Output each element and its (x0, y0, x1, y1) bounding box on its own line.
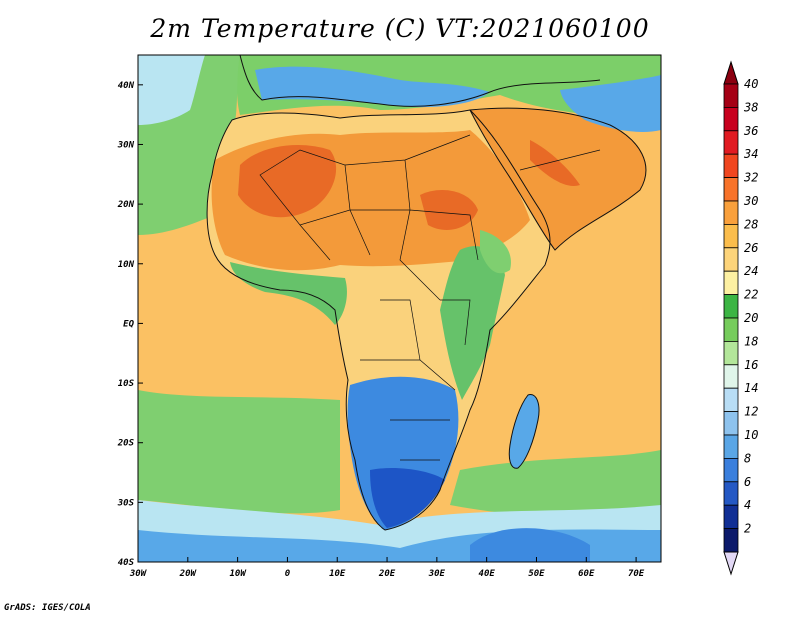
north-atlantic-cold (138, 55, 205, 125)
colorbar-label: 28 (744, 217, 758, 231)
ethiopia-highlands (480, 230, 511, 274)
southern-africa-coldest (370, 468, 445, 528)
colorbar-label: 30 (743, 194, 758, 208)
colorbar-label: 16 (744, 358, 758, 372)
colorbar-label: 36 (743, 124, 758, 138)
lat-tick-label: 40N (118, 81, 135, 91)
colorbar: 40 38 36 34 32 30 28 26 24 22 20 18 16 14 12 10 8 6 4 2 (723, 60, 758, 576)
colorbar-swatch (723, 153, 739, 178)
arabia-field (470, 108, 646, 250)
colorbar-label: 6 (744, 475, 751, 489)
lat-tick-label: EQ (123, 319, 134, 329)
lat-tick-label: 20S (117, 439, 135, 449)
colorbar-label: 8 (744, 451, 751, 465)
colorbar-swatch (723, 130, 739, 155)
lon-tick-label: 60E (578, 569, 595, 579)
colorbar-label: 2 (744, 522, 751, 536)
arabia-coastline (469, 107, 647, 251)
map-title: 2m Temperature (C) VT:2021060100 (150, 14, 650, 43)
colorbar-swatch (723, 200, 739, 225)
colorbar-label: 40 (744, 77, 758, 91)
lat-tick-label: 20N (117, 200, 135, 210)
colorbar-swatch (723, 83, 739, 108)
lon-tick-label: 10E (329, 569, 346, 579)
lat-tick-label: 10S (118, 379, 135, 389)
colorbar-label: 12 (744, 405, 758, 419)
colorbar-swatch (723, 177, 739, 202)
west-africa-coast-green (230, 262, 347, 325)
southern-cold-patch (470, 528, 590, 562)
sahara-field (211, 130, 530, 271)
country-borders (259, 134, 601, 461)
footer-credit: GrADS: IGES/COLA (4, 603, 91, 613)
map-frame (137, 54, 662, 563)
colorbar-label: 26 (744, 241, 758, 255)
africa-land (207, 110, 550, 530)
colorbar-swatch (723, 340, 739, 366)
lon-tick-label: 10W (229, 569, 247, 579)
lon-tick-label: 70E (628, 569, 645, 579)
ocean-field (138, 55, 661, 562)
latitude-axis: 40N 30N 20N 10N EQ 10S 20S 30S 40S (117, 81, 143, 568)
colorbar-swatch (723, 434, 739, 459)
colorbar-label: 34 (743, 147, 758, 161)
europe-coastline (239, 55, 601, 107)
colorbar-swatch (723, 411, 739, 436)
colorbar-swatch (723, 223, 739, 249)
southern-colder-ocean (138, 529, 661, 562)
colorbar-label: 38 (743, 100, 758, 114)
lon-tick-label: 20W (179, 569, 198, 579)
colorbar-label: 24 (744, 264, 758, 278)
madagascar (509, 394, 539, 469)
colorbar-swatch (723, 317, 739, 342)
colorbar-swatch (723, 481, 739, 506)
lon-tick-label: 20E (378, 569, 396, 579)
colorbar-swatch (723, 504, 739, 530)
south-atlantic-cool-band (138, 390, 340, 514)
iran-highlands (560, 75, 661, 132)
colorbar-swatch (723, 270, 739, 296)
gulf-hot-core (530, 140, 580, 186)
colorbar-swatch (723, 247, 739, 272)
lon-tick-label: 50E (528, 569, 545, 579)
colorbar-bottom-cap (723, 551, 739, 576)
south-indian-cool-band (450, 450, 661, 517)
lat-tick-label: 10N (118, 260, 135, 270)
longitude-axis: 30W 20W 10W 0 10E 20E 30E 40E 50E 60E 70E (129, 557, 645, 579)
colorbar-label: 10 (744, 428, 758, 442)
colorbar-label: 14 (744, 381, 758, 395)
lat-tick-label: 30N (117, 140, 135, 150)
lon-tick-label: 0 (285, 569, 291, 579)
lat-tick-label: 40S (118, 558, 135, 568)
lon-tick-label: 40E (479, 569, 496, 579)
madagascar-coastline (508, 394, 540, 469)
colorbar-label: 18 (744, 334, 758, 348)
europe-field (235, 55, 661, 117)
sudan-hot-core (420, 190, 478, 230)
lat-tick-label: 30S (117, 498, 135, 508)
northeast-atlantic-cool (138, 55, 240, 235)
lon-tick-label: 30W (129, 569, 148, 579)
colorbar-swatch (723, 364, 739, 389)
lon-tick-label: 30E (428, 569, 446, 579)
west-sahara-hot-core (238, 145, 337, 218)
colorbar-label: 4 (744, 498, 751, 512)
southern-africa-cold (347, 376, 459, 530)
colorbar-swatch (723, 294, 739, 319)
east-africa-highlands (440, 246, 505, 400)
colorbar-swatch (723, 387, 739, 413)
colorbar-label: 22 (744, 288, 758, 302)
colorbar-label: 20 (744, 311, 758, 325)
colorbar-top-cap (723, 60, 739, 85)
colorbar-swatch (723, 528, 739, 553)
colorbar-swatch (723, 107, 739, 132)
southern-cold-ocean (138, 500, 661, 562)
mediterranean-field (255, 66, 490, 108)
colorbar-swatch (723, 457, 739, 483)
colorbar-label: 32 (743, 171, 758, 185)
africa-coastline (206, 109, 551, 531)
